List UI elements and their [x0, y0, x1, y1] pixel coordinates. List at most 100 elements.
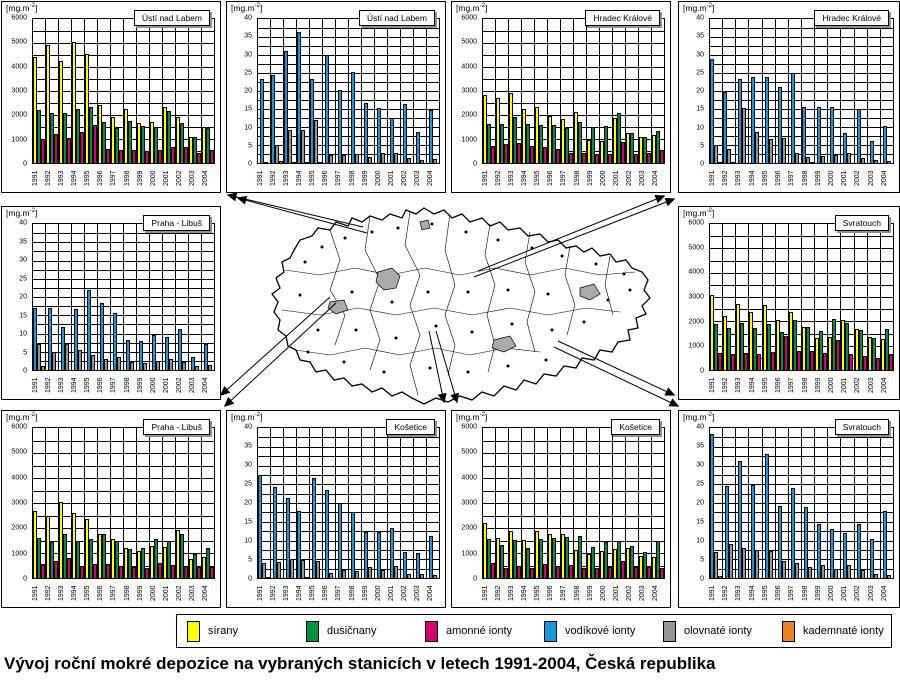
chart-kosetice-deposition: [mg.m-2] 0 1000 2000 3000 4000 5000 6000 1991 199…	[451, 410, 671, 608]
year-column	[33, 19, 46, 163]
bar-sirany	[202, 127, 206, 163]
year-column	[336, 19, 349, 163]
bar-olovnate	[37, 343, 41, 370]
y-tick-label: 4000	[11, 474, 27, 482]
y-tick-label: 25	[19, 275, 27, 282]
x-tick-label: 1993	[508, 585, 516, 601]
y-tick-label: 30	[244, 51, 252, 58]
year-column	[284, 428, 297, 578]
y-tick-label: 4000	[11, 63, 27, 71]
bar-sirany	[762, 304, 767, 370]
bar-amonne	[582, 152, 586, 163]
y-tick-label: 0	[23, 367, 27, 375]
year-column	[124, 428, 137, 578]
x-axis-labels: 1991 1992 1993 1994 1995 1996 1997 1998 1999 2000…	[709, 372, 894, 398]
bar-amonne	[517, 143, 521, 163]
bar-amonne	[621, 142, 625, 163]
bar-olovnate	[130, 362, 134, 370]
bar-olovnate	[65, 343, 69, 370]
plot-area	[257, 18, 440, 164]
legend-label: amonné ionty	[446, 625, 513, 637]
bar-olovnate	[275, 145, 279, 163]
bar-sirany	[111, 117, 115, 163]
bar-kademnate	[305, 576, 309, 578]
year-column	[749, 224, 763, 370]
district-dots	[298, 222, 632, 374]
bar-dusicnany	[154, 127, 158, 163]
bar-sirany	[59, 61, 63, 163]
year-column	[762, 224, 776, 370]
x-tick-label: 2003	[413, 170, 421, 186]
bar-amonne	[634, 567, 638, 578]
bar-amonne	[171, 565, 175, 578]
year-column	[802, 224, 816, 370]
year-column	[349, 428, 362, 578]
bar-olovnate	[886, 574, 891, 578]
bar-olovnate	[781, 138, 786, 163]
bar-sirany	[124, 109, 128, 163]
bar-dusicnany	[539, 125, 543, 163]
year-column	[375, 19, 388, 163]
y-axis-unit: [mg.m-2]	[6, 412, 38, 422]
x-tick-label: 1996	[547, 585, 555, 601]
bar-amonne	[504, 144, 508, 163]
station-label: Ústí nad Labem	[358, 10, 435, 26]
year-column	[46, 428, 59, 578]
x-tick-label: 2001	[162, 585, 170, 601]
bar-sirany	[639, 137, 643, 163]
bar-amonne	[888, 354, 893, 370]
x-tick-label: 2004	[202, 377, 210, 393]
year-column	[111, 224, 124, 370]
arrow-praha-1	[219, 296, 331, 397]
y-tick-label: 5	[248, 556, 252, 564]
bar-sirany	[189, 136, 193, 163]
year-column	[388, 428, 401, 578]
plot-columns	[33, 224, 214, 370]
bar-olovnate	[794, 152, 799, 163]
bar-amonne	[504, 568, 508, 578]
station-label: Ústí nad Labem	[133, 10, 210, 26]
x-tick-label: 1997	[788, 377, 796, 393]
bar-sirany	[124, 547, 128, 578]
bar-olovnate	[873, 573, 878, 578]
year-column	[600, 19, 613, 163]
year-column	[548, 19, 561, 163]
bar-olovnate	[433, 159, 437, 163]
year-column	[763, 428, 776, 578]
x-tick-label: 2003	[638, 170, 646, 186]
year-column	[59, 428, 72, 578]
year-column	[763, 19, 776, 163]
year-column	[150, 224, 163, 370]
y-tick-label: 1000	[11, 550, 27, 558]
x-tick-label: 2001	[612, 585, 620, 601]
x-tick-label: 1997	[110, 170, 118, 186]
x-tick-label: 1996	[775, 585, 783, 601]
bar-olovnate	[727, 148, 732, 163]
plot-columns	[483, 19, 664, 163]
bar-olovnate	[768, 139, 773, 163]
bar-olovnate	[288, 129, 292, 163]
year-column	[710, 224, 724, 370]
bar-olovnate	[420, 160, 424, 163]
bar-vodikove	[74, 308, 78, 370]
bar-kademnate	[266, 576, 270, 578]
x-tick-label: 1997	[335, 170, 343, 186]
bar-vodikove	[777, 87, 782, 163]
x-tick-label: 1997	[110, 585, 118, 601]
bar-amonne	[93, 563, 97, 578]
bar-dusicnany	[500, 545, 504, 578]
year-column	[202, 428, 214, 578]
x-tick-label: 1992	[270, 170, 278, 186]
x-tick-label: 2000	[149, 170, 157, 186]
x-tick-label: 1997	[335, 585, 343, 601]
year-column	[163, 224, 176, 370]
figure-title: Vývoj roční mokré depozice na vybraných …	[4, 654, 716, 673]
x-tick-label: 1999	[586, 170, 594, 186]
bar-olovnate	[342, 569, 346, 578]
bar-olovnate	[714, 551, 719, 578]
legend-item: dusičnany	[296, 620, 415, 642]
bar-olovnate	[847, 564, 852, 578]
bar-olovnate	[768, 551, 773, 578]
bar-amonne	[595, 153, 599, 163]
year-column	[587, 428, 600, 578]
